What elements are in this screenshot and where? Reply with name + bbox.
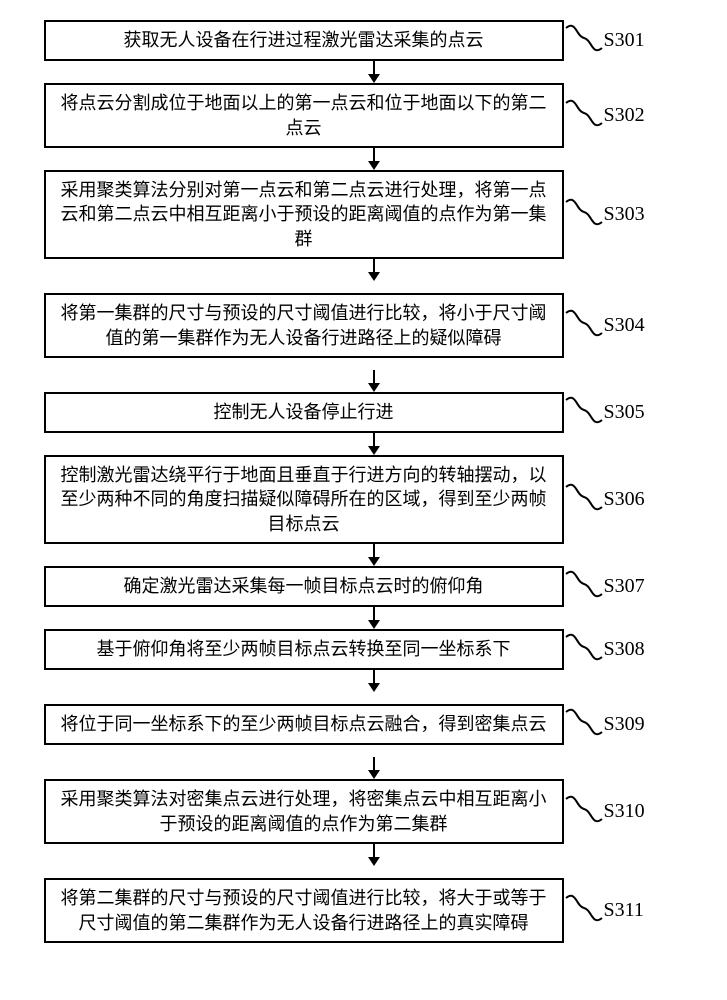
flow-step-box: 控制激光雷达绕平行于地面且垂直于行进方向的转轴摆动，以至少两种不同的角度扫描疑似… xyxy=(44,455,564,544)
arrow-head-icon xyxy=(368,770,380,779)
flow-step-row: 获取无人设备在行进过程激光雷达采集的点云 S301 xyxy=(24,20,704,61)
flow-step-box: 将位于同一坐标系下的至少两帧目标点云融合，得到密集点云 xyxy=(44,704,564,744)
arrow-line xyxy=(373,61,375,74)
arrow-head-icon xyxy=(368,446,380,455)
step-id-label: S311 xyxy=(604,899,644,922)
arrow-line xyxy=(373,607,375,620)
flow-step-box: 控制无人设备停止行进 xyxy=(44,392,564,432)
arrow-down xyxy=(114,757,634,779)
arrow-head-icon xyxy=(368,272,380,281)
arrow-line xyxy=(373,844,375,857)
arrow-line xyxy=(373,370,375,383)
connector-curve xyxy=(564,170,604,259)
step-id-label: S309 xyxy=(604,713,645,736)
flow-step-row: 控制激光雷达绕平行于地面且垂直于行进方向的转轴摆动，以至少两种不同的角度扫描疑似… xyxy=(24,455,704,544)
flow-step-row: 控制无人设备停止行进 S305 xyxy=(24,392,704,433)
step-id-label: S306 xyxy=(604,488,645,511)
arrow-line xyxy=(373,433,375,446)
arrow-down xyxy=(114,544,634,566)
arrow-down xyxy=(114,844,634,866)
flow-step-row: 将点云分割成位于地面以上的第一点云和位于地面以下的第二点云 S302 xyxy=(24,83,704,148)
flow-step-row: 基于俯仰角将至少两帧目标点云转换至同一坐标系下 S308 xyxy=(24,629,704,670)
arrow-down xyxy=(114,433,634,455)
connector-curve xyxy=(564,779,604,844)
flow-step-box: 将点云分割成位于地面以上的第一点云和位于地面以下的第二点云 xyxy=(44,83,564,148)
step-id-label: S304 xyxy=(604,314,645,337)
connector-curve xyxy=(564,566,604,607)
connector-curve xyxy=(564,392,604,433)
arrow-down xyxy=(114,607,634,629)
flow-step-row: 采用聚类算法分别对第一点云和第二点云进行处理，将第一点云和第二点云中相互距离小于… xyxy=(24,170,704,259)
connector-curve xyxy=(564,629,604,670)
flow-step-box: 确定激光雷达采集每一帧目标点云时的俯仰角 xyxy=(44,566,564,606)
arrow-line xyxy=(373,544,375,557)
flow-step-box: 采用聚类算法分别对第一点云和第二点云进行处理，将第一点云和第二点云中相互距离小于… xyxy=(44,170,564,259)
step-id-label: S310 xyxy=(604,800,645,823)
flow-step-row: 确定激光雷达采集每一帧目标点云时的俯仰角 S307 xyxy=(24,566,704,607)
connector-curve xyxy=(564,866,604,955)
arrow-down xyxy=(114,370,634,392)
flow-step-row: 采用聚类算法对密集点云进行处理，将密集点云中相互距离小于预设的距离阈值的点作为第… xyxy=(24,779,704,844)
step-id-label: S301 xyxy=(604,29,645,52)
flow-step-box: 采用聚类算法对密集点云进行处理，将密集点云中相互距离小于预设的距离阈值的点作为第… xyxy=(44,779,564,844)
arrow-down xyxy=(114,259,634,281)
arrow-head-icon xyxy=(368,557,380,566)
arrow-head-icon xyxy=(368,620,380,629)
flow-step-box: 将第二集群的尺寸与预设的尺寸阈值进行比较，将大于或等于尺寸阈值的第二集群作为无人… xyxy=(44,878,564,943)
arrow-line xyxy=(373,259,375,272)
step-id-label: S307 xyxy=(604,575,645,598)
flow-step-box: 基于俯仰角将至少两帧目标点云转换至同一坐标系下 xyxy=(44,629,564,669)
connector-curve xyxy=(564,455,604,544)
arrow-line xyxy=(373,757,375,770)
step-id-label: S308 xyxy=(604,638,645,661)
step-id-label: S303 xyxy=(604,203,645,226)
arrow-head-icon xyxy=(368,683,380,692)
step-id-label: S302 xyxy=(604,104,645,127)
flow-step-row: 将第一集群的尺寸与预设的尺寸阈值进行比较，将小于尺寸阈值的第一集群作为无人设备行… xyxy=(24,281,704,370)
arrow-head-icon xyxy=(368,74,380,83)
step-id-label: S305 xyxy=(604,401,645,424)
arrow-down xyxy=(114,148,634,170)
flow-step-box: 将第一集群的尺寸与预设的尺寸阈值进行比较，将小于尺寸阈值的第一集群作为无人设备行… xyxy=(44,293,564,358)
flowchart: 获取无人设备在行进过程激光雷达采集的点云 S301 将点云分割成位于地面以上的第一点… xyxy=(24,20,704,955)
arrow-down xyxy=(114,670,634,692)
flow-step-row: 将位于同一坐标系下的至少两帧目标点云融合，得到密集点云 S309 xyxy=(24,692,704,757)
arrow-head-icon xyxy=(368,857,380,866)
flow-step-row: 将第二集群的尺寸与预设的尺寸阈值进行比较，将大于或等于尺寸阈值的第二集群作为无人… xyxy=(24,866,704,955)
arrow-head-icon xyxy=(368,161,380,170)
arrow-head-icon xyxy=(368,383,380,392)
arrow-line xyxy=(373,670,375,683)
flow-step-box: 获取无人设备在行进过程激光雷达采集的点云 xyxy=(44,20,564,60)
connector-curve xyxy=(564,281,604,370)
arrow-down xyxy=(114,61,634,83)
arrow-line xyxy=(373,148,375,161)
connector-curve xyxy=(564,83,604,148)
connector-curve xyxy=(564,692,604,757)
connector-curve xyxy=(564,20,604,61)
